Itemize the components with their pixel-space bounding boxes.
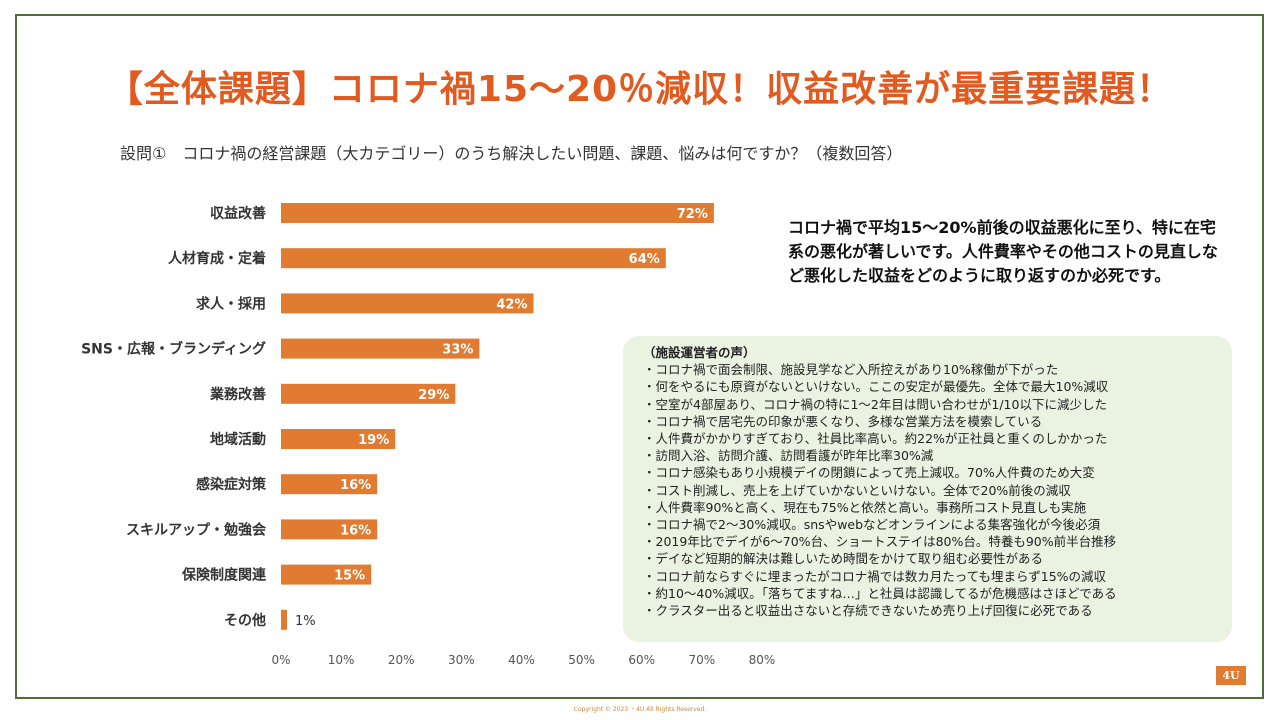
voice-item: クラスター出ると収益出さないと存続できないため売り上げ回復に必死である <box>643 602 1222 619</box>
data-label: 16% <box>340 478 371 493</box>
voice-item: 人件費率90%と高く、現在も75%と依然と高い。事務所コスト見直しも実施 <box>643 499 1222 516</box>
voices-panel: （施設運営者の声） コロナ禍で面会制限、施設見学など入所控えがあり10%稼働が下… <box>623 336 1232 642</box>
category-label: SNS・広報・ブランディング <box>81 341 266 358</box>
x-tick-label: 60% <box>628 653 655 667</box>
x-tick-label: 70% <box>689 653 716 667</box>
bar <box>281 474 378 495</box>
voices-title: （施設運営者の声） <box>643 345 756 360</box>
bar <box>281 293 534 314</box>
voices-list: コロナ禍で面会制限、施設見学など入所控えがあり10%稼働が下がった何をやるにも原… <box>643 361 1222 619</box>
data-label: 29% <box>418 388 449 403</box>
bar <box>281 338 480 359</box>
voice-item: 人件費がかかりすぎており、社員比率高い。約22%が正社員と重くのしかかった <box>643 430 1222 447</box>
bar <box>281 564 372 585</box>
category-label: 求人・採用 <box>196 295 266 312</box>
bar <box>281 609 288 630</box>
data-label: 19% <box>358 433 389 448</box>
summary-callout: コロナ禍で平均15～20%前後の収益悪化に至り、特に在宅系の悪化が著しいです。人… <box>788 218 1218 285</box>
copyright: Copyright © 2023 ・4U All Rights Reserved… <box>573 706 707 713</box>
x-tick-label: 80% <box>749 653 776 667</box>
x-tick-label: 30% <box>448 653 475 667</box>
category-label: スキルアップ・勉強会 <box>126 521 267 538</box>
data-label: 64% <box>629 252 660 267</box>
voice-item: 約10～40%減収。「落ちてますね…」と社員は認識してるが危機感はさほどである <box>643 585 1222 602</box>
x-tick-label: 20% <box>388 653 415 667</box>
category-label: 業務改善 <box>209 386 266 403</box>
voice-item: コスト削減し、売上を上げていかないといけない。全体で20%前後の減収 <box>643 482 1222 499</box>
bar <box>281 248 666 269</box>
x-tick-label: 0% <box>271 653 290 667</box>
x-tick-label: 40% <box>508 653 535 667</box>
category-label: 感染症対策 <box>196 476 267 493</box>
category-label: 保険制度関連 <box>181 567 267 584</box>
voice-item: 訪問入浴、訪問介護、訪問看護が昨年比率30%減 <box>643 447 1222 464</box>
category-label: その他 <box>224 612 266 629</box>
question-text: 設問① コロナ禍の経営課題（大カテゴリー）のうち解決したい問題、課題、悩みは何で… <box>120 144 903 163</box>
voice-item: コロナ禍で面会制限、施設見学など入所控えがあり10%稼働が下がった <box>643 361 1222 378</box>
x-tick-label: 10% <box>328 653 355 667</box>
bar <box>281 429 396 449</box>
voice-item: コロナ感染もあり小規模デイの閉鎖によって売上減収。70%人件費のため大変 <box>643 464 1222 481</box>
data-label: 42% <box>496 297 527 312</box>
voice-item: デイなど短期的解決は難しいため時間をかけて取り組む必要性がある <box>643 550 1222 567</box>
data-label: 1% <box>295 614 316 629</box>
page-number: 4U <box>1216 666 1246 685</box>
slide-title: 【全体課題】コロナ禍15～20％減収！収益改善が最重要課題！ <box>106 69 1174 110</box>
category-label: 収益改善 <box>210 205 266 222</box>
voice-item: 空室が4部屋あり、コロナ禍の特に1～2年目は問い合わせが1/10以下に減少した <box>643 396 1222 413</box>
bar <box>281 519 378 540</box>
category-label: 地域活動 <box>210 431 266 448</box>
bar <box>281 203 714 223</box>
voice-item: コロナ禍で居宅先の印象が悪くなり、多様な営業方法を模索している <box>643 413 1222 430</box>
voice-item: コロナ前ならすぐに埋まったがコロナ禍では数カ月たっても埋まらず15%の減収 <box>643 568 1222 585</box>
voice-item: 2019年比でデイが6～70%台、ショートステイは80%台。特養も90%前半台推… <box>643 533 1222 550</box>
data-label: 16% <box>340 523 371 538</box>
data-label: 33% <box>442 343 473 358</box>
slide-frame <box>15 14 1264 699</box>
voice-item: 何をやるにも原資がないといけない。ここの安定が最優先。全体で最大10%減収 <box>643 378 1222 395</box>
voice-item: コロナ禍で2～30%減収。snsやwebなどオンラインによる集客強化が今後必須 <box>643 516 1222 533</box>
x-tick-label: 50% <box>568 653 595 667</box>
data-label: 72% <box>677 207 708 222</box>
bar <box>281 383 456 404</box>
category-label: 人材育成・定着 <box>168 250 266 267</box>
data-label: 15% <box>334 569 365 584</box>
